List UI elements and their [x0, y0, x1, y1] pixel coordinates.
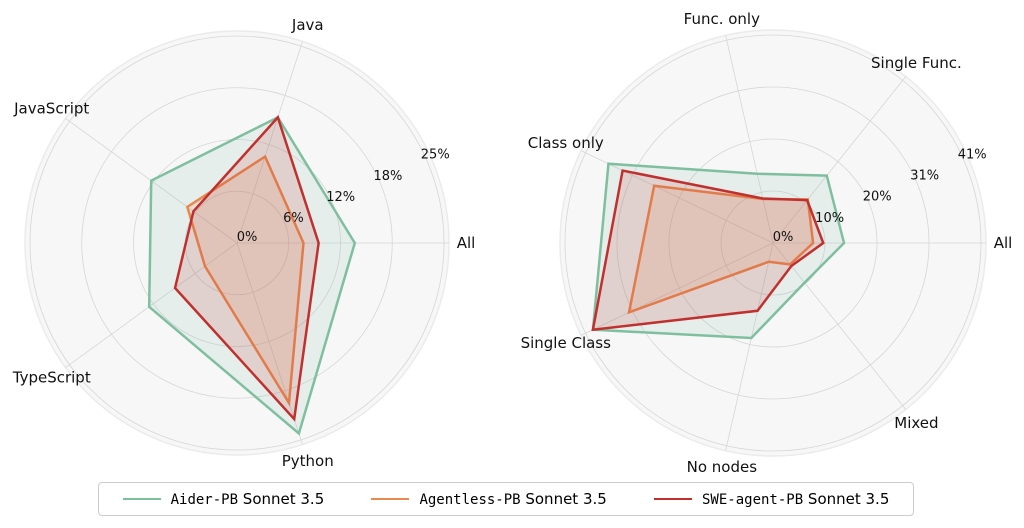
series-agentless-pb: [185, 154, 305, 407]
axis-spoke: [772, 242, 907, 410]
axis-label: Func. only: [684, 10, 760, 28]
axis-label: Mixed: [894, 414, 938, 432]
tick-label: 18%: [374, 169, 403, 184]
axis-spoke: [725, 35, 774, 244]
axis-spoke: [580, 150, 774, 244]
axis-label: Single Class: [521, 334, 612, 352]
axis-label: Java: [291, 16, 324, 34]
legend-label: Aider-PB: [170, 492, 239, 508]
legend-item-swe-agent: SWE-agent-PB Sonnet 3.5: [654, 490, 889, 508]
legend-swatch: [654, 498, 692, 500]
legend-label: Agentless-PB: [419, 492, 521, 508]
axis-spoke: [725, 242, 774, 451]
tick-label: 20%: [863, 190, 892, 205]
series-aider-pb: [591, 162, 846, 340]
axis-label: TypeScript: [12, 369, 91, 387]
series-swe-agent-pb: [173, 114, 320, 422]
tick-label: 0%: [237, 230, 258, 245]
legend-label-suffix: Sonnet 3.5: [520, 490, 607, 508]
radar-chart-1: All Java JavaScript TypeScript Python 0% 6% 12%…: [12, 16, 476, 470]
axis-spoke: [580, 242, 774, 336]
tick-label: 6%: [283, 211, 304, 226]
legend-label-suffix: Sonnet 3.5: [238, 490, 325, 508]
series-swe-agent-pb: [591, 169, 825, 332]
axis-spoke: [236, 41, 303, 244]
tick-label: 12%: [326, 190, 355, 205]
axis-label: All: [457, 234, 476, 252]
legend-item-aider: Aider-PB Sonnet 3.5: [122, 490, 325, 508]
legend-swatch: [371, 498, 410, 500]
axis-label: Class only: [528, 134, 604, 152]
axis-label: All: [994, 234, 1013, 252]
tick-label: 0%: [773, 230, 794, 245]
axis-spoke: [772, 76, 907, 244]
legend-swatch: [122, 498, 161, 500]
radar-chart-2: All Single Func. Func. only Class only Singl…: [521, 10, 1013, 476]
legend-label: SWE-agent-PB: [702, 492, 804, 508]
tick-label: 41%: [958, 147, 987, 162]
tick-label: 10%: [815, 211, 844, 226]
legend-label-suffix: Sonnet 3.5: [803, 490, 890, 508]
axis-spoke: [65, 242, 238, 368]
axis-label: Python: [282, 452, 334, 470]
axis-spoke: [236, 242, 303, 445]
axis-label: No nodes: [687, 458, 758, 476]
legend: Aider-PB Sonnet 3.5 Agentless-PB Sonnet …: [98, 482, 914, 516]
tick-label: 25%: [421, 148, 450, 163]
axis-label: Single Func.: [871, 54, 962, 72]
tick-label: 31%: [910, 168, 939, 183]
legend-item-agentless: Agentless-PB Sonnet 3.5: [371, 490, 607, 508]
axis-label: JavaScript: [13, 99, 89, 117]
